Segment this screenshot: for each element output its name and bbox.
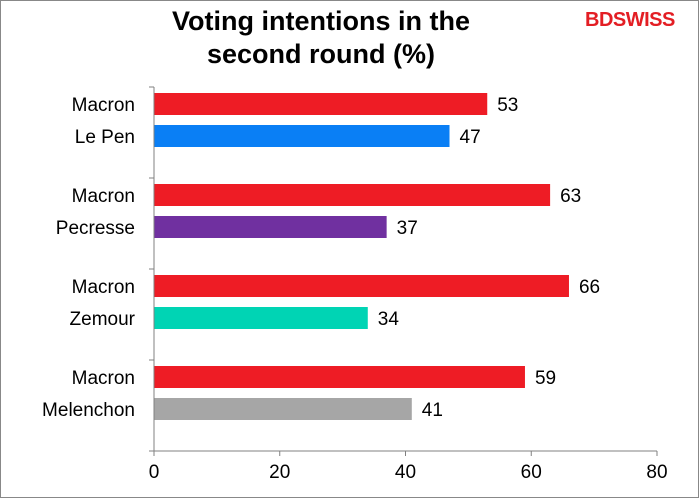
category-label: Macron	[72, 368, 135, 389]
bar-le-pen-1	[154, 125, 450, 147]
chart-title-line-2: second round (%)	[207, 39, 435, 69]
data-label: 66	[579, 277, 600, 298]
bar-melenchon-4	[154, 398, 412, 420]
bar-macron-2	[154, 184, 551, 206]
data-label: 63	[560, 186, 581, 207]
bar-zemour-3	[154, 307, 368, 329]
data-label: 47	[460, 127, 481, 148]
data-label: 41	[422, 400, 443, 421]
category-label: Pecresse	[56, 218, 135, 239]
category-label: Le Pen	[75, 127, 135, 148]
bar-macron-4	[154, 366, 525, 388]
category-label: Macron	[72, 95, 135, 116]
category-label: Zemour	[70, 309, 136, 330]
bar-macron-1	[154, 93, 488, 115]
bar-macron-3	[154, 275, 569, 297]
data-label: 37	[397, 218, 418, 239]
category-label: Macron	[72, 186, 135, 207]
data-label: 59	[535, 368, 556, 389]
category-label: Melenchon	[42, 400, 135, 421]
chart-title-line-1: Voting intentions in the	[172, 6, 470, 36]
data-label: 53	[497, 95, 518, 116]
chart-title: Voting intentions in the second round (%…	[121, 5, 521, 71]
x-tick-label: 20	[269, 462, 290, 483]
x-tick-label: 80	[646, 462, 667, 483]
x-tick-label: 60	[521, 462, 542, 483]
x-tick-label: 0	[149, 462, 160, 483]
brand-logo: BDSWISS	[585, 9, 675, 31]
x-tick-label: 40	[395, 462, 416, 483]
brand-logo-part-2: SWISS	[612, 9, 675, 31]
brand-logo-part-1: BD	[585, 9, 613, 31]
category-label: Macron	[72, 277, 135, 298]
data-label: 34	[378, 309, 400, 330]
bar-pecresse-2	[154, 216, 387, 238]
